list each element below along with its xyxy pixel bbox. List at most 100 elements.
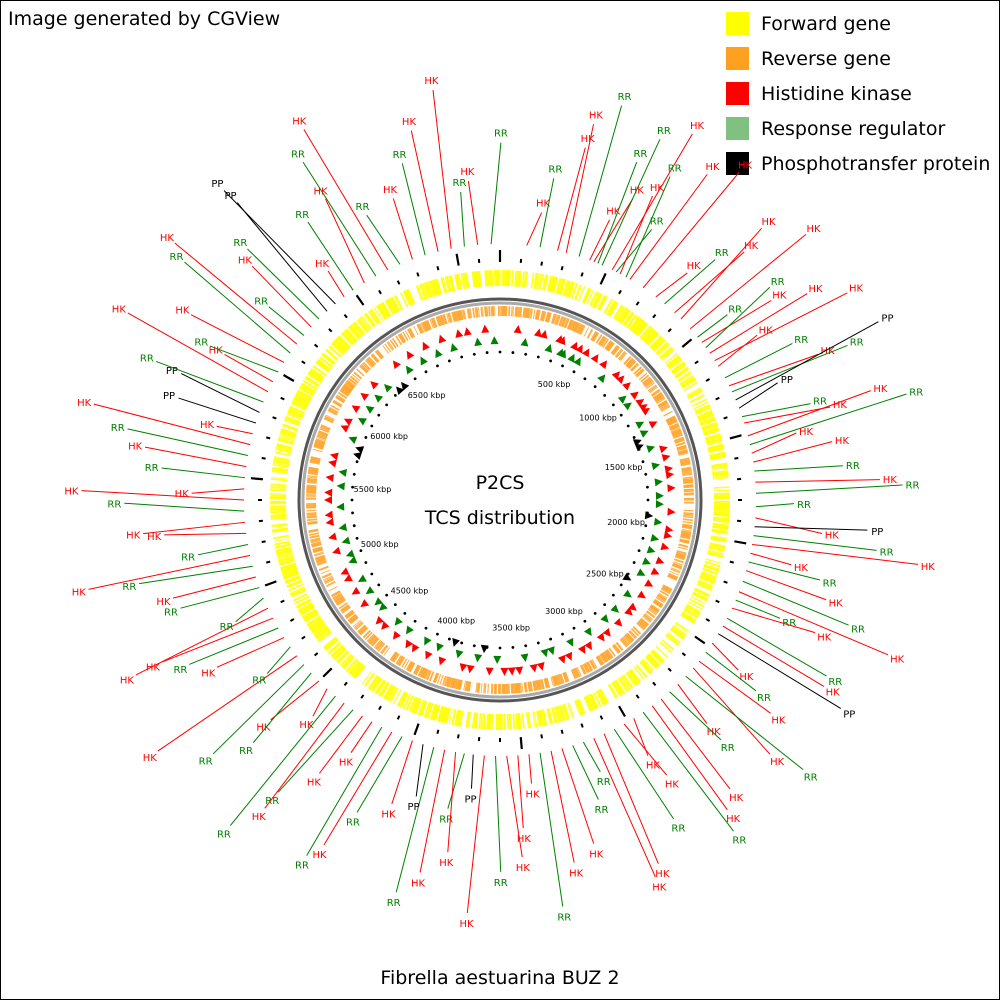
callout-line — [735, 599, 781, 619]
forward-gene-mark — [353, 665, 366, 680]
feature-label-hk: HK — [762, 217, 777, 228]
forward-gene-mark — [577, 698, 586, 715]
callout-line — [539, 178, 555, 248]
outer-tick — [413, 723, 420, 736]
forward-gene-mark — [644, 656, 657, 670]
forward-gene-mark — [684, 607, 699, 617]
forward-gene-mark — [575, 699, 583, 716]
forward-gene-mark — [680, 613, 695, 625]
callout-line — [754, 526, 868, 531]
reverse-gene-mark — [528, 681, 532, 692]
forward-gene-mark — [390, 687, 399, 703]
reverse-gene-mark — [583, 663, 590, 674]
forward-gene-mark — [290, 403, 306, 411]
forward-gene-mark — [369, 676, 380, 691]
scale-dot — [370, 572, 374, 576]
forward-gene-mark — [541, 709, 546, 726]
feature-label-rr: RR — [199, 757, 213, 768]
reverse-gene-mark — [320, 425, 331, 431]
outer-tick — [715, 599, 720, 604]
reverse-gene-mark — [464, 680, 468, 691]
forward-gene-mark — [348, 661, 361, 675]
feature-label-hk: HK — [238, 255, 253, 266]
reverse-gene-mark — [657, 593, 667, 600]
forward-gene-mark — [298, 603, 314, 613]
legend-label: Histidine kinase — [761, 82, 912, 105]
feature-mark-rr — [610, 604, 619, 613]
callout-line — [629, 174, 708, 280]
feature-label-rr: RR — [494, 129, 508, 140]
forward-gene-mark — [626, 671, 638, 686]
scale-label: 1500 kbp — [605, 463, 643, 472]
reverse-gene-mark — [332, 401, 342, 408]
callout-line — [557, 147, 586, 251]
reverse-gene-mark — [562, 317, 567, 328]
reverse-gene-mark — [635, 368, 644, 377]
reverse-gene-mark — [347, 613, 357, 621]
reverse-gene-mark — [682, 472, 693, 476]
outer-tick — [652, 313, 657, 319]
callout-line — [88, 554, 251, 590]
reverse-gene-mark — [683, 516, 694, 519]
forward-gene-mark — [660, 347, 674, 360]
reverse-gene-mark — [362, 629, 372, 639]
callout-line — [392, 198, 413, 260]
forward-gene-mark — [605, 300, 617, 316]
reverse-gene-mark — [323, 575, 333, 581]
feature-label-hk: HK — [849, 284, 864, 295]
reverse-gene-mark — [483, 683, 486, 694]
reverse-gene-mark — [371, 353, 380, 363]
forward-gene-mark — [639, 325, 651, 339]
reverse-gene-mark — [517, 306, 520, 317]
reverse-gene-mark — [590, 659, 597, 669]
forward-gene-mark — [703, 563, 720, 571]
outer-tick — [282, 374, 295, 382]
forward-gene-mark — [378, 303, 389, 319]
forward-gene-mark — [339, 653, 352, 666]
backbone-circle-inner — [301, 301, 699, 699]
reverse-gene-mark — [564, 671, 570, 682]
feature-label-hk: HK — [606, 206, 621, 217]
callout-line — [593, 737, 656, 878]
reverse-gene-mark — [466, 308, 471, 319]
forward-gene-mark — [370, 677, 381, 692]
reverse-gene-mark — [514, 306, 518, 317]
forward-gene-mark — [538, 273, 543, 290]
tcs-feature-marks — [324, 324, 676, 676]
forward-gene-mark — [532, 711, 536, 728]
outer-tick — [734, 540, 747, 545]
outer-tick — [343, 313, 348, 319]
reverse-gene-mark — [547, 312, 552, 323]
forward-gene-mark — [646, 332, 660, 346]
forward-gene-mark — [704, 434, 721, 441]
feature-label-hk: HK — [160, 233, 175, 244]
reverse-gene-mark — [560, 316, 566, 327]
organism-name: Fibrella aestuarina BUZ 2 — [380, 967, 620, 989]
feature-mark-rr — [650, 533, 660, 542]
reverse-gene-mark — [623, 356, 632, 365]
reverse-gene-mark — [656, 596, 666, 603]
feature-mark-hk — [536, 662, 545, 671]
forward-gene-mark — [629, 668, 642, 683]
feature-mark-hk — [370, 381, 379, 390]
reverse-gene-mark — [612, 346, 621, 356]
forward-gene-mark — [703, 565, 720, 573]
forward-gene-mark — [703, 427, 720, 435]
feature-label-hk: HK — [706, 162, 721, 173]
callout-line — [467, 181, 479, 246]
reverse-gene-mark — [351, 373, 361, 382]
forward-gene-mark — [454, 709, 460, 726]
outer-tick — [580, 723, 584, 728]
feature-label-rr: RR — [164, 607, 178, 618]
forward-gene-mark — [521, 271, 525, 288]
feature-mark-hk — [577, 644, 586, 654]
forward-gene-mark — [448, 275, 454, 292]
feature-mark-rr — [336, 482, 345, 491]
forward-gene-mark — [295, 394, 311, 403]
forward-gene-mark — [408, 696, 417, 712]
forward-gene-mark — [649, 335, 662, 348]
forward-gene-mark — [369, 309, 380, 324]
forward-gene-mark — [281, 568, 298, 575]
reverse-gene-mark — [612, 644, 621, 654]
forward-gene-mark — [350, 324, 362, 338]
